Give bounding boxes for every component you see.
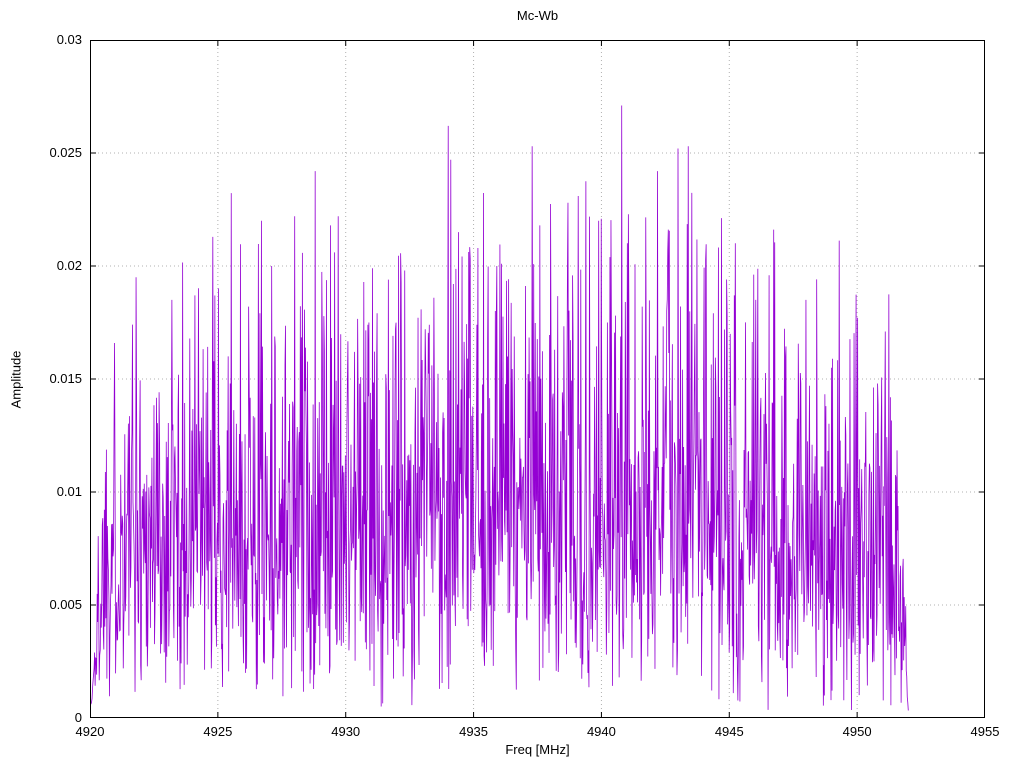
x-tick-label: 4925 [203, 724, 233, 739]
y-tick-label: 0.03 [56, 32, 82, 47]
y-tick-label: 0.015 [49, 371, 82, 386]
x-tick-label: 4945 [714, 724, 744, 739]
x-tick-label: 4935 [459, 724, 489, 739]
y-tick-label: 0.02 [56, 258, 82, 273]
x-axis-label: Freq [MHz] [505, 742, 570, 757]
x-tick-label: 4940 [586, 724, 616, 739]
series-line [90, 105, 909, 711]
y-tick-label: 0.005 [49, 597, 82, 612]
plot-area [90, 40, 985, 718]
x-tick-label: 4950 [842, 724, 872, 739]
x-tick-label: 4920 [75, 724, 105, 739]
y-tick-label: 0.01 [56, 484, 82, 499]
x-tick-label: 4955 [970, 724, 1000, 739]
y-tick-label: 0.025 [49, 145, 82, 160]
x-tick-label: 4930 [331, 724, 361, 739]
chart-title: Mc-Wb [516, 8, 559, 23]
y-tick-label: 0 [74, 710, 82, 725]
